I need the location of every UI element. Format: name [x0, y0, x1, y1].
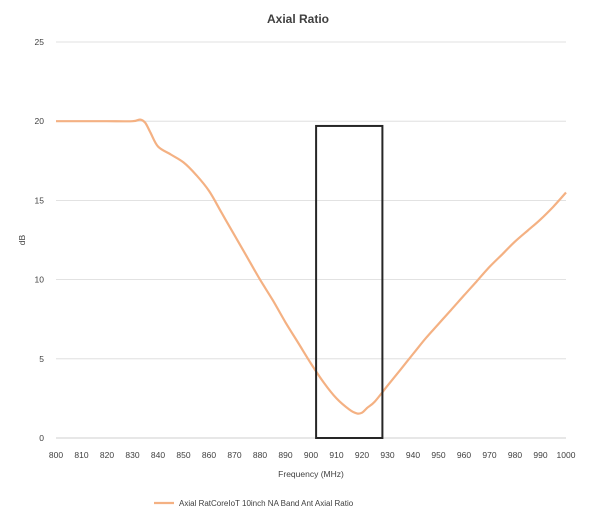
highlight-rectangle: [315, 124, 384, 440]
y-tick-20: 20: [35, 116, 45, 126]
y-tick-5: 5: [39, 354, 44, 364]
x-tick-900: 900: [304, 450, 318, 460]
x-axis-label: Frequency (MHz): [278, 469, 344, 479]
y-tick-0: 0: [39, 433, 44, 443]
x-tick-960: 960: [457, 450, 471, 460]
data-series: [55, 118, 567, 415]
x-tick-980: 980: [508, 450, 522, 460]
y-tick-10: 10: [35, 275, 45, 285]
x-tick-820: 820: [100, 450, 114, 460]
x-tick-910: 910: [329, 450, 343, 460]
annotations: [315, 124, 384, 440]
y-tick-15: 15: [35, 195, 45, 205]
series-line-0: [55, 118, 567, 415]
x-tick-810: 810: [74, 450, 88, 460]
x-tick-labels: 800 810 820 830 840 850 860 870 880 890 900 910 920 9…: [49, 450, 576, 460]
x-tick-920: 920: [355, 450, 369, 460]
x-tick-940: 940: [406, 450, 420, 460]
y-axis-label: dB: [17, 234, 27, 245]
x-tick-930: 930: [380, 450, 394, 460]
legend: Axial RatCoreIoT 10inch NA Band Ant Axia…: [154, 499, 354, 508]
x-tick-850: 850: [176, 450, 190, 460]
x-tick-830: 830: [125, 450, 139, 460]
x-tick-840: 840: [151, 450, 165, 460]
x-tick-860: 860: [202, 450, 216, 460]
y-tick-labels: 0 5 10 15 20 25: [35, 37, 45, 443]
gridlines: [56, 41, 566, 439]
x-tick-870: 870: [227, 450, 241, 460]
x-tick-1000: 1000: [557, 450, 576, 460]
x-tick-990: 990: [533, 450, 547, 460]
x-tick-890: 890: [278, 450, 292, 460]
x-tick-880: 880: [253, 450, 267, 460]
x-tick-950: 950: [431, 450, 445, 460]
x-tick-970: 970: [482, 450, 496, 460]
y-tick-25: 25: [35, 37, 45, 47]
x-tick-800: 800: [49, 450, 63, 460]
legend-label-0: Axial RatCoreIoT 10inch NA Band Ant Axia…: [179, 499, 354, 508]
chart-title: Axial Ratio: [267, 12, 329, 26]
